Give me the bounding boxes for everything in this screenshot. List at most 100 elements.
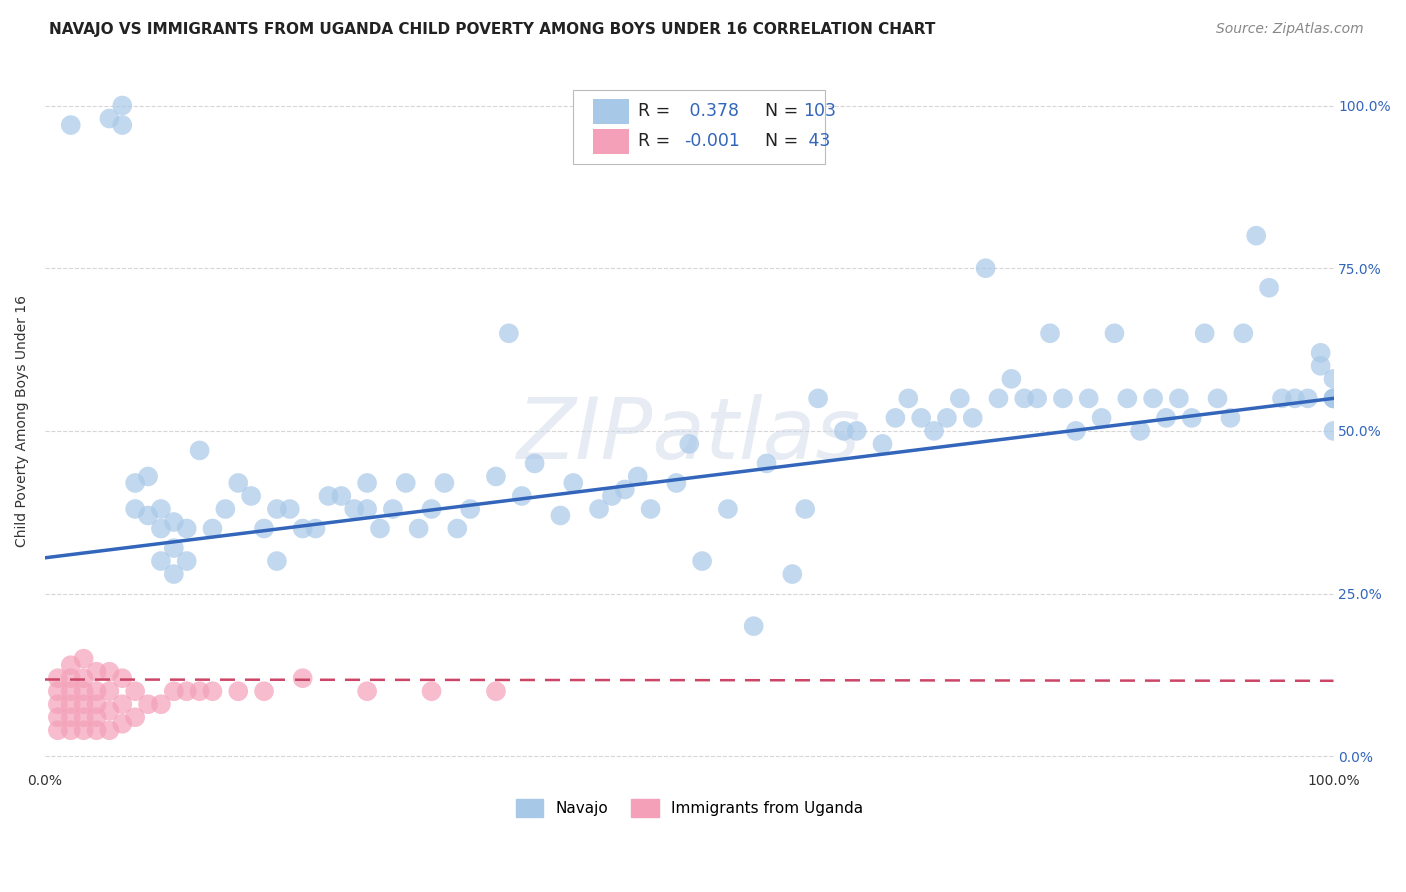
Point [240, 489, 263, 503]
Point [485, 684, 508, 698]
Point [1039, 326, 1062, 341]
Point [794, 502, 817, 516]
Point [1271, 392, 1294, 406]
Point [600, 489, 623, 503]
Point [253, 522, 276, 536]
Point [46, 684, 69, 698]
Point [1219, 410, 1241, 425]
Point [98, 684, 121, 698]
Point [214, 502, 236, 516]
Point [46, 671, 69, 685]
Point [356, 684, 378, 698]
Point [72, 671, 94, 685]
Point [1232, 326, 1254, 341]
Y-axis label: Child Poverty Among Boys Under 16: Child Poverty Among Boys Under 16 [15, 295, 30, 547]
Point [1116, 392, 1139, 406]
Point [897, 392, 920, 406]
Point [1322, 392, 1344, 406]
Point [86, 684, 108, 698]
Point [291, 671, 314, 685]
Point [46, 697, 69, 711]
Point [1090, 410, 1112, 425]
Point [136, 697, 159, 711]
Point [690, 554, 713, 568]
Point [832, 424, 855, 438]
Point [124, 710, 146, 724]
Point [1322, 392, 1344, 406]
Point [872, 437, 894, 451]
Point [86, 723, 108, 738]
Text: R =: R = [638, 103, 675, 120]
Point [111, 671, 134, 685]
Point [72, 710, 94, 724]
Point [46, 710, 69, 724]
Point [343, 502, 366, 516]
Point [782, 567, 804, 582]
Point [1194, 326, 1216, 341]
Point [523, 457, 546, 471]
Point [59, 684, 82, 698]
Point [1052, 392, 1074, 406]
Point [278, 502, 301, 516]
Point [1322, 392, 1344, 406]
Point [485, 469, 508, 483]
Point [163, 567, 186, 582]
Point [1322, 424, 1344, 438]
Point [420, 502, 443, 516]
Point [1296, 392, 1319, 406]
Point [640, 502, 662, 516]
Point [59, 723, 82, 738]
Point [98, 704, 121, 718]
Point [149, 522, 172, 536]
Point [1167, 392, 1189, 406]
Point [149, 502, 172, 516]
Point [613, 483, 636, 497]
Point [124, 502, 146, 516]
Point [72, 697, 94, 711]
Point [356, 475, 378, 490]
Point [1000, 372, 1022, 386]
Point [356, 502, 378, 516]
Point [111, 716, 134, 731]
Point [111, 118, 134, 132]
Point [1244, 228, 1267, 243]
Point [188, 443, 211, 458]
Point [163, 541, 186, 555]
Legend: Navajo, Immigrants from Uganda: Navajo, Immigrants from Uganda [508, 791, 870, 824]
Text: 0.378: 0.378 [685, 103, 740, 120]
Point [446, 522, 468, 536]
Text: N =: N = [754, 103, 803, 120]
Point [562, 475, 585, 490]
Point [717, 502, 740, 516]
Point [408, 522, 430, 536]
Point [588, 502, 610, 516]
Point [1284, 392, 1306, 406]
Point [72, 684, 94, 698]
Point [949, 392, 972, 406]
Point [124, 475, 146, 490]
Text: Source: ZipAtlas.com: Source: ZipAtlas.com [1216, 22, 1364, 37]
Point [458, 502, 481, 516]
Point [163, 515, 186, 529]
Point [201, 684, 224, 698]
Point [136, 469, 159, 483]
Point [124, 684, 146, 698]
Point [149, 697, 172, 711]
Point [111, 697, 134, 711]
Point [1077, 392, 1099, 406]
Point [98, 112, 121, 126]
Point [974, 261, 997, 276]
Point [86, 697, 108, 711]
Point [1012, 392, 1035, 406]
Point [59, 697, 82, 711]
Point [936, 410, 959, 425]
Point [188, 684, 211, 698]
Point [46, 723, 69, 738]
Point [136, 508, 159, 523]
Point [420, 684, 443, 698]
FancyBboxPatch shape [592, 99, 628, 124]
Point [498, 326, 520, 341]
Point [98, 723, 121, 738]
Point [253, 684, 276, 698]
Point [176, 554, 198, 568]
